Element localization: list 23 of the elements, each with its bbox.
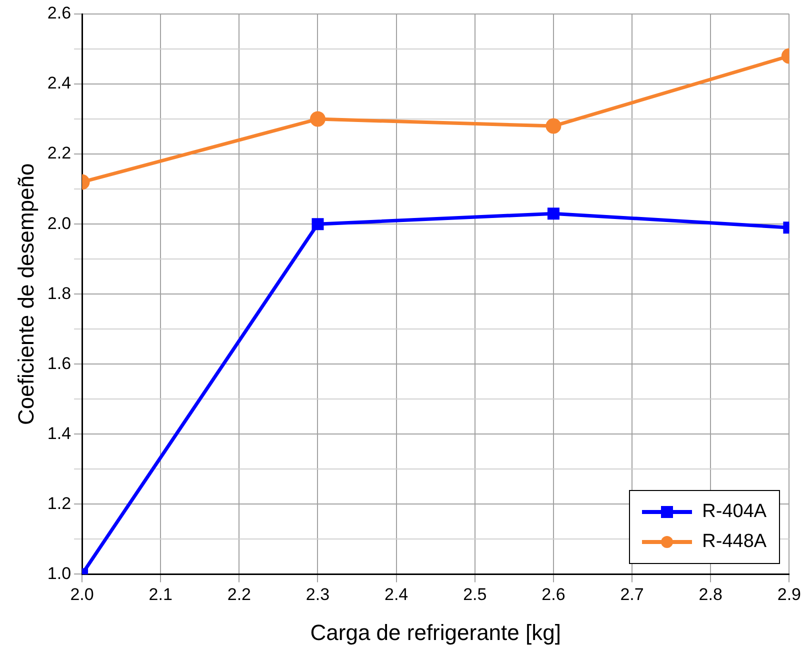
x-tick-label: 2.2: [227, 585, 251, 604]
x-axis-title: Carga de refrigerante [kg]: [310, 620, 561, 645]
x-tick-label: 2.9: [777, 585, 802, 604]
y-tick-label: 2.2: [47, 144, 72, 163]
legend-label: R-448A: [702, 531, 767, 554]
y-tick-label: 2.6: [47, 4, 72, 23]
y-tick-label: 1.0: [47, 564, 72, 583]
y-tick-label: 1.8: [47, 284, 72, 303]
x-tick-label: 2.0: [70, 585, 94, 604]
y-tick-label: 1.2: [47, 494, 72, 513]
x-tick-label: 2.3: [306, 585, 330, 604]
x-tick-label: 2.1: [148, 585, 172, 604]
x-tick-label: 2.8: [698, 585, 722, 604]
x-tick-label: 2.6: [542, 585, 566, 604]
y-tick-label: 2.0: [47, 214, 72, 233]
legend-label: R-404A: [702, 501, 767, 524]
y-axis-title: Coeficiente de desempeño: [13, 163, 38, 425]
y-tick-label: 1.4: [47, 424, 72, 443]
y-tick-label: 1.6: [47, 354, 72, 373]
x-tick-label: 2.7: [620, 585, 644, 604]
x-tick-label: 2.5: [463, 585, 487, 604]
y-tick-label: 2.4: [47, 74, 72, 93]
x-tick-label: 2.4: [384, 585, 408, 604]
